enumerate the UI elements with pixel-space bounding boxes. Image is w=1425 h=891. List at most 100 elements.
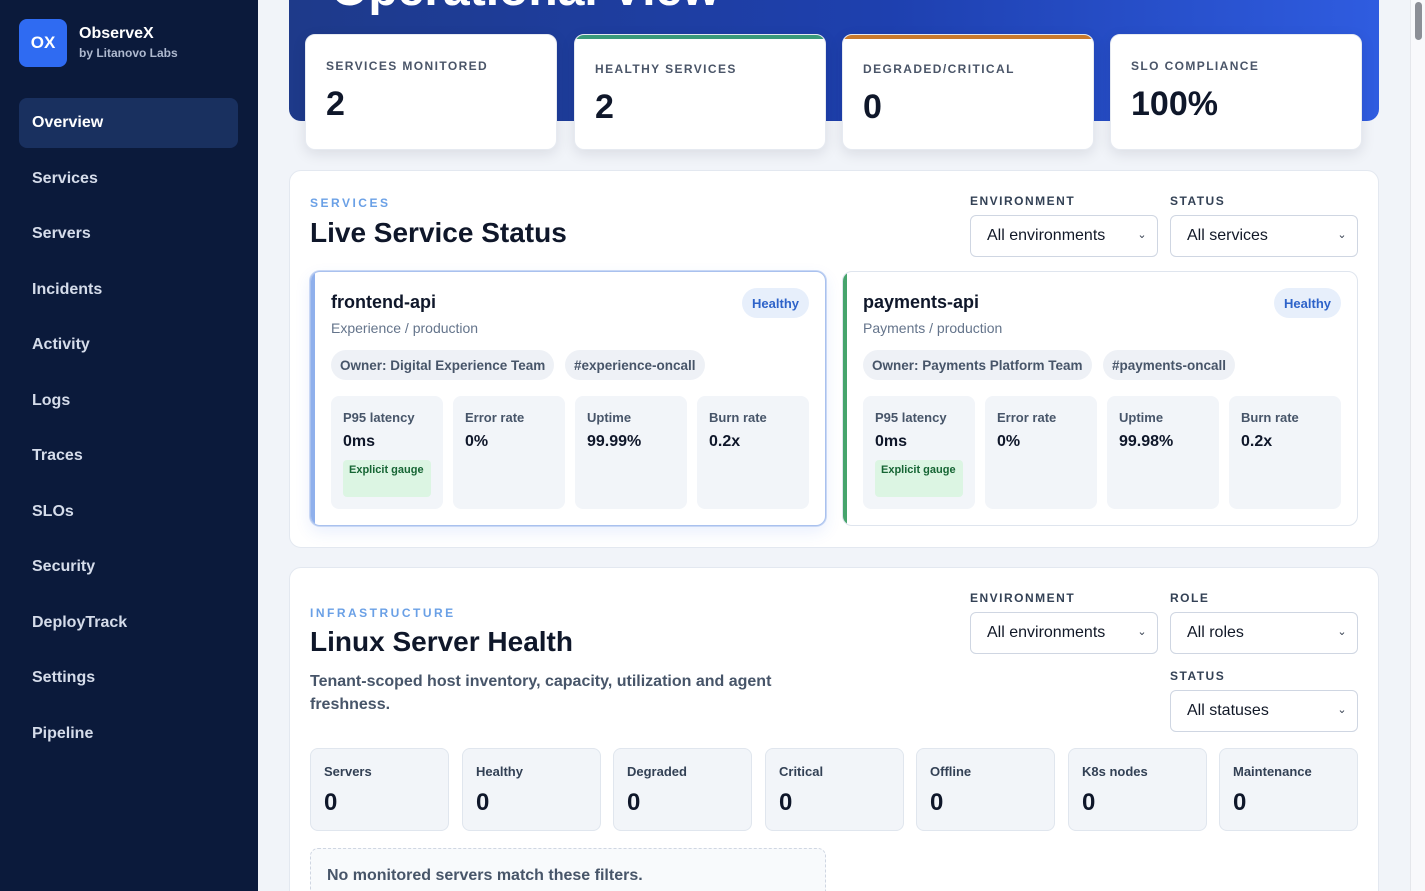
owner-chip: Owner: Payments Platform Team bbox=[863, 350, 1092, 380]
sidebar-item-settings[interactable]: Settings bbox=[32, 669, 96, 686]
kpi-card-healthy-services: HEALTHY SERVICES 2 bbox=[574, 34, 826, 150]
server-status-select[interactable]: All statuses ⌄ bbox=[1170, 690, 1358, 732]
chevron-down-icon: ⌄ bbox=[1137, 229, 1147, 241]
sidebar-item-logs[interactable]: Logs bbox=[32, 391, 71, 409]
service-subtitle: Experience / production bbox=[331, 320, 479, 336]
explicit-gauge-tag: Explicit gauge bbox=[343, 460, 431, 497]
service-name: frontend-api bbox=[331, 292, 436, 312]
stat-maintenance: Maintenance 0 bbox=[1219, 748, 1358, 831]
server-status-filter-label: STATUS bbox=[1170, 669, 1226, 683]
sidebar-item-overview[interactable]: Overview bbox=[19, 98, 238, 148]
environment-select-value: All environments bbox=[987, 227, 1106, 244]
sidebar-item-servers[interactable]: Servers bbox=[32, 225, 91, 242]
status-filter-label: STATUS bbox=[1170, 194, 1226, 208]
stat-value: 0 bbox=[324, 789, 338, 816]
kpi-label: DEGRADED/CRITICAL bbox=[863, 62, 1015, 76]
service-accent-bar bbox=[843, 272, 847, 525]
chevron-down-icon: ⌄ bbox=[1137, 626, 1147, 638]
kpi-value: 100% bbox=[1131, 85, 1218, 123]
metric-label: Burn rate bbox=[709, 410, 767, 425]
sidebar-item-activity[interactable]: Activity bbox=[32, 336, 90, 353]
owner-chip: Owner: Digital Experience Team bbox=[331, 350, 555, 380]
metric-label: Error rate bbox=[997, 410, 1057, 425]
page-title: Operational View bbox=[331, 0, 720, 17]
sidebar-item-slos[interactable]: SLOs bbox=[32, 502, 74, 520]
stat-value: 0 bbox=[1233, 789, 1247, 816]
status-badge: Healthy bbox=[742, 288, 809, 318]
infrastructure-description: Tenant-scoped host inventory, capacity, … bbox=[310, 673, 772, 713]
sidebar-item-services[interactable]: Services bbox=[32, 169, 98, 187]
metric-uptime: Uptime 99.98% bbox=[1107, 396, 1219, 509]
stat-label: Offline bbox=[930, 764, 972, 779]
stat-label: K8s nodes bbox=[1082, 764, 1148, 779]
sidebar-item-incidents[interactable]: Incidents bbox=[32, 280, 103, 298]
metric-label: Error rate bbox=[465, 410, 525, 425]
app-byline: by Litanovo Labs bbox=[79, 46, 178, 60]
explicit-gauge-tag: Explicit gauge bbox=[875, 460, 963, 497]
role-select[interactable]: All roles ⌄ bbox=[1170, 612, 1358, 654]
kpi-card-services-monitored: SERVICES MONITORED 2 bbox=[305, 34, 557, 150]
metric-uptime: Uptime 99.99% bbox=[575, 396, 687, 509]
service-subtitle: Payments / production bbox=[863, 320, 1003, 336]
kpi-value: 0 bbox=[863, 88, 882, 126]
chevron-down-icon: ⌄ bbox=[1337, 229, 1347, 241]
metric-burn-rate: Burn rate 0.2x bbox=[697, 396, 809, 509]
services-eyebrow: SERVICES bbox=[310, 196, 391, 210]
environment-filter-label: ENVIRONMENT bbox=[970, 591, 1076, 605]
page-scrollbar[interactable] bbox=[1410, 0, 1425, 891]
status-select-value: All services bbox=[1187, 227, 1268, 244]
kpi-card-slo-compliance: SLO COMPLIANCE 100% bbox=[1110, 34, 1362, 150]
metric-label: Burn rate bbox=[1241, 410, 1299, 425]
stat-k8s-nodes: K8s nodes 0 bbox=[1068, 748, 1207, 831]
service-card-payments-api[interactable]: payments-api Payments / production Healt… bbox=[842, 271, 1358, 526]
server-environment-select[interactable]: All environments ⌄ bbox=[970, 612, 1158, 654]
metric-value: 0.2x bbox=[1241, 433, 1273, 450]
status-badge: Healthy bbox=[1274, 288, 1341, 318]
kpi-label: SLO COMPLIANCE bbox=[1131, 59, 1260, 73]
infrastructure-panel: INFRASTRUCTURE Linux Server Health Tenan… bbox=[289, 567, 1379, 891]
kpi-label: SERVICES MONITORED bbox=[326, 59, 489, 73]
stat-value: 0 bbox=[1082, 789, 1096, 816]
environment-select[interactable]: All environments ⌄ bbox=[970, 215, 1158, 257]
sidebar-item-traces[interactable]: Traces bbox=[32, 447, 83, 464]
brand[interactable]: OX ObserveX by Litanovo Labs bbox=[19, 19, 178, 67]
sidebar-item-security[interactable]: Security bbox=[32, 558, 96, 575]
kpi-value: 2 bbox=[595, 88, 614, 126]
environment-select-value: All environments bbox=[987, 624, 1106, 641]
metric-value: 0% bbox=[997, 433, 1021, 450]
infrastructure-eyebrow: INFRASTRUCTURE bbox=[310, 606, 456, 620]
services-title: Live Service Status bbox=[310, 217, 567, 248]
stat-label: Healthy bbox=[476, 764, 523, 779]
metric-value: 0.2x bbox=[709, 433, 741, 450]
sidebar: OX ObserveX by Litanovo Labs Overview Se… bbox=[0, 0, 258, 891]
stat-label: Degraded bbox=[627, 764, 687, 779]
oncall-channel-chip[interactable]: #experience-oncall bbox=[565, 350, 705, 380]
service-card-frontend-api[interactable]: frontend-api Experience / production Hea… bbox=[310, 271, 826, 526]
infrastructure-title: Linux Server Health bbox=[310, 626, 573, 657]
empty-state: No monitored servers match these filters… bbox=[310, 848, 826, 891]
service-accent-bar bbox=[311, 272, 315, 525]
scrollbar-thumb[interactable] bbox=[1415, 2, 1422, 40]
status-select[interactable]: All services ⌄ bbox=[1170, 215, 1358, 257]
stat-value: 0 bbox=[627, 789, 641, 816]
metric-value: 99.99% bbox=[587, 433, 642, 450]
metric-label: Uptime bbox=[587, 410, 632, 425]
chevron-down-icon: ⌄ bbox=[1337, 626, 1347, 638]
kpi-card-degraded-critical: DEGRADED/CRITICAL 0 bbox=[842, 34, 1094, 150]
environment-filter-label: ENVIRONMENT bbox=[970, 194, 1076, 208]
sidebar-item-deploytrack[interactable]: DeployTrack bbox=[32, 613, 128, 631]
services-panel: SERVICES Live Service Status ENVIRONMENT… bbox=[289, 170, 1379, 548]
app-logo: OX bbox=[19, 19, 67, 67]
stat-label: Servers bbox=[324, 764, 372, 779]
kpi-value: 2 bbox=[326, 85, 345, 123]
metric-label: Uptime bbox=[1119, 410, 1164, 425]
stat-value: 0 bbox=[476, 789, 490, 816]
role-filter-label: ROLE bbox=[1170, 591, 1210, 605]
oncall-channel-chip[interactable]: #payments-oncall bbox=[1103, 350, 1236, 380]
role-select-value: All roles bbox=[1187, 624, 1244, 641]
sidebar-item-pipeline[interactable]: Pipeline bbox=[32, 724, 94, 742]
kpi-accent-bar bbox=[575, 35, 825, 39]
metric-p95-latency: P95 latency 0ms Explicit gauge bbox=[863, 396, 975, 509]
metric-p95-latency: P95 latency 0ms Explicit gauge bbox=[331, 396, 443, 509]
stat-offline: Offline 0 bbox=[916, 748, 1055, 831]
